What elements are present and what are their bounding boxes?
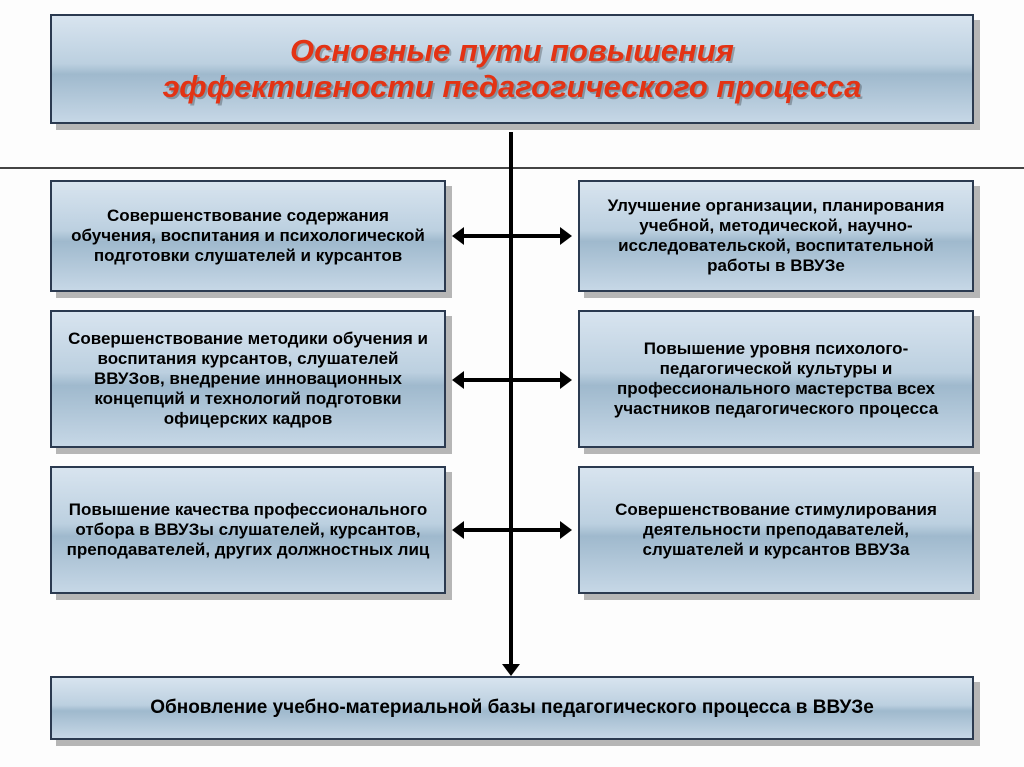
bottom-box: Обновление учебно-материальной базы педа… [50,676,974,740]
cell-right-2-text: Повышение уровня психолого-педагогическо… [594,339,958,419]
title-line-1: Основные пути повышения [163,33,862,69]
title-line-2: эффективности педагогического процесса [163,69,862,105]
horizontal-divider [0,167,1024,169]
cell-left-2: Совершенствование методики обучения и во… [50,310,446,448]
cell-right-1-text: Улучшение организации, планирования учеб… [594,196,958,276]
cell-left-1: Совершенствование содержания обучения, в… [50,180,446,292]
cell-left-3: Повышение качества профессионального отб… [50,466,446,594]
bottom-text: Обновление учебно-материальной базы педа… [150,697,874,719]
title-text: Основные пути повышения эффективности пе… [163,33,862,104]
cell-right-1: Улучшение организации, планирования учеб… [578,180,974,292]
cell-left-2-text: Совершенствование методики обучения и во… [66,329,430,429]
cell-left-3-text: Повышение качества профессионального отб… [66,500,430,560]
cell-left-1-text: Совершенствование содержания обучения, в… [66,206,430,266]
cell-right-3: Совершенствование стимулирования деятель… [578,466,974,594]
cell-right-2: Повышение уровня психолого-педагогическо… [578,310,974,448]
title-box: Основные пути повышения эффективности пе… [50,14,974,124]
cell-right-3-text: Совершенствование стимулирования деятель… [594,500,958,560]
diagram-stage: Основные пути повышения эффективности пе… [0,0,1024,767]
